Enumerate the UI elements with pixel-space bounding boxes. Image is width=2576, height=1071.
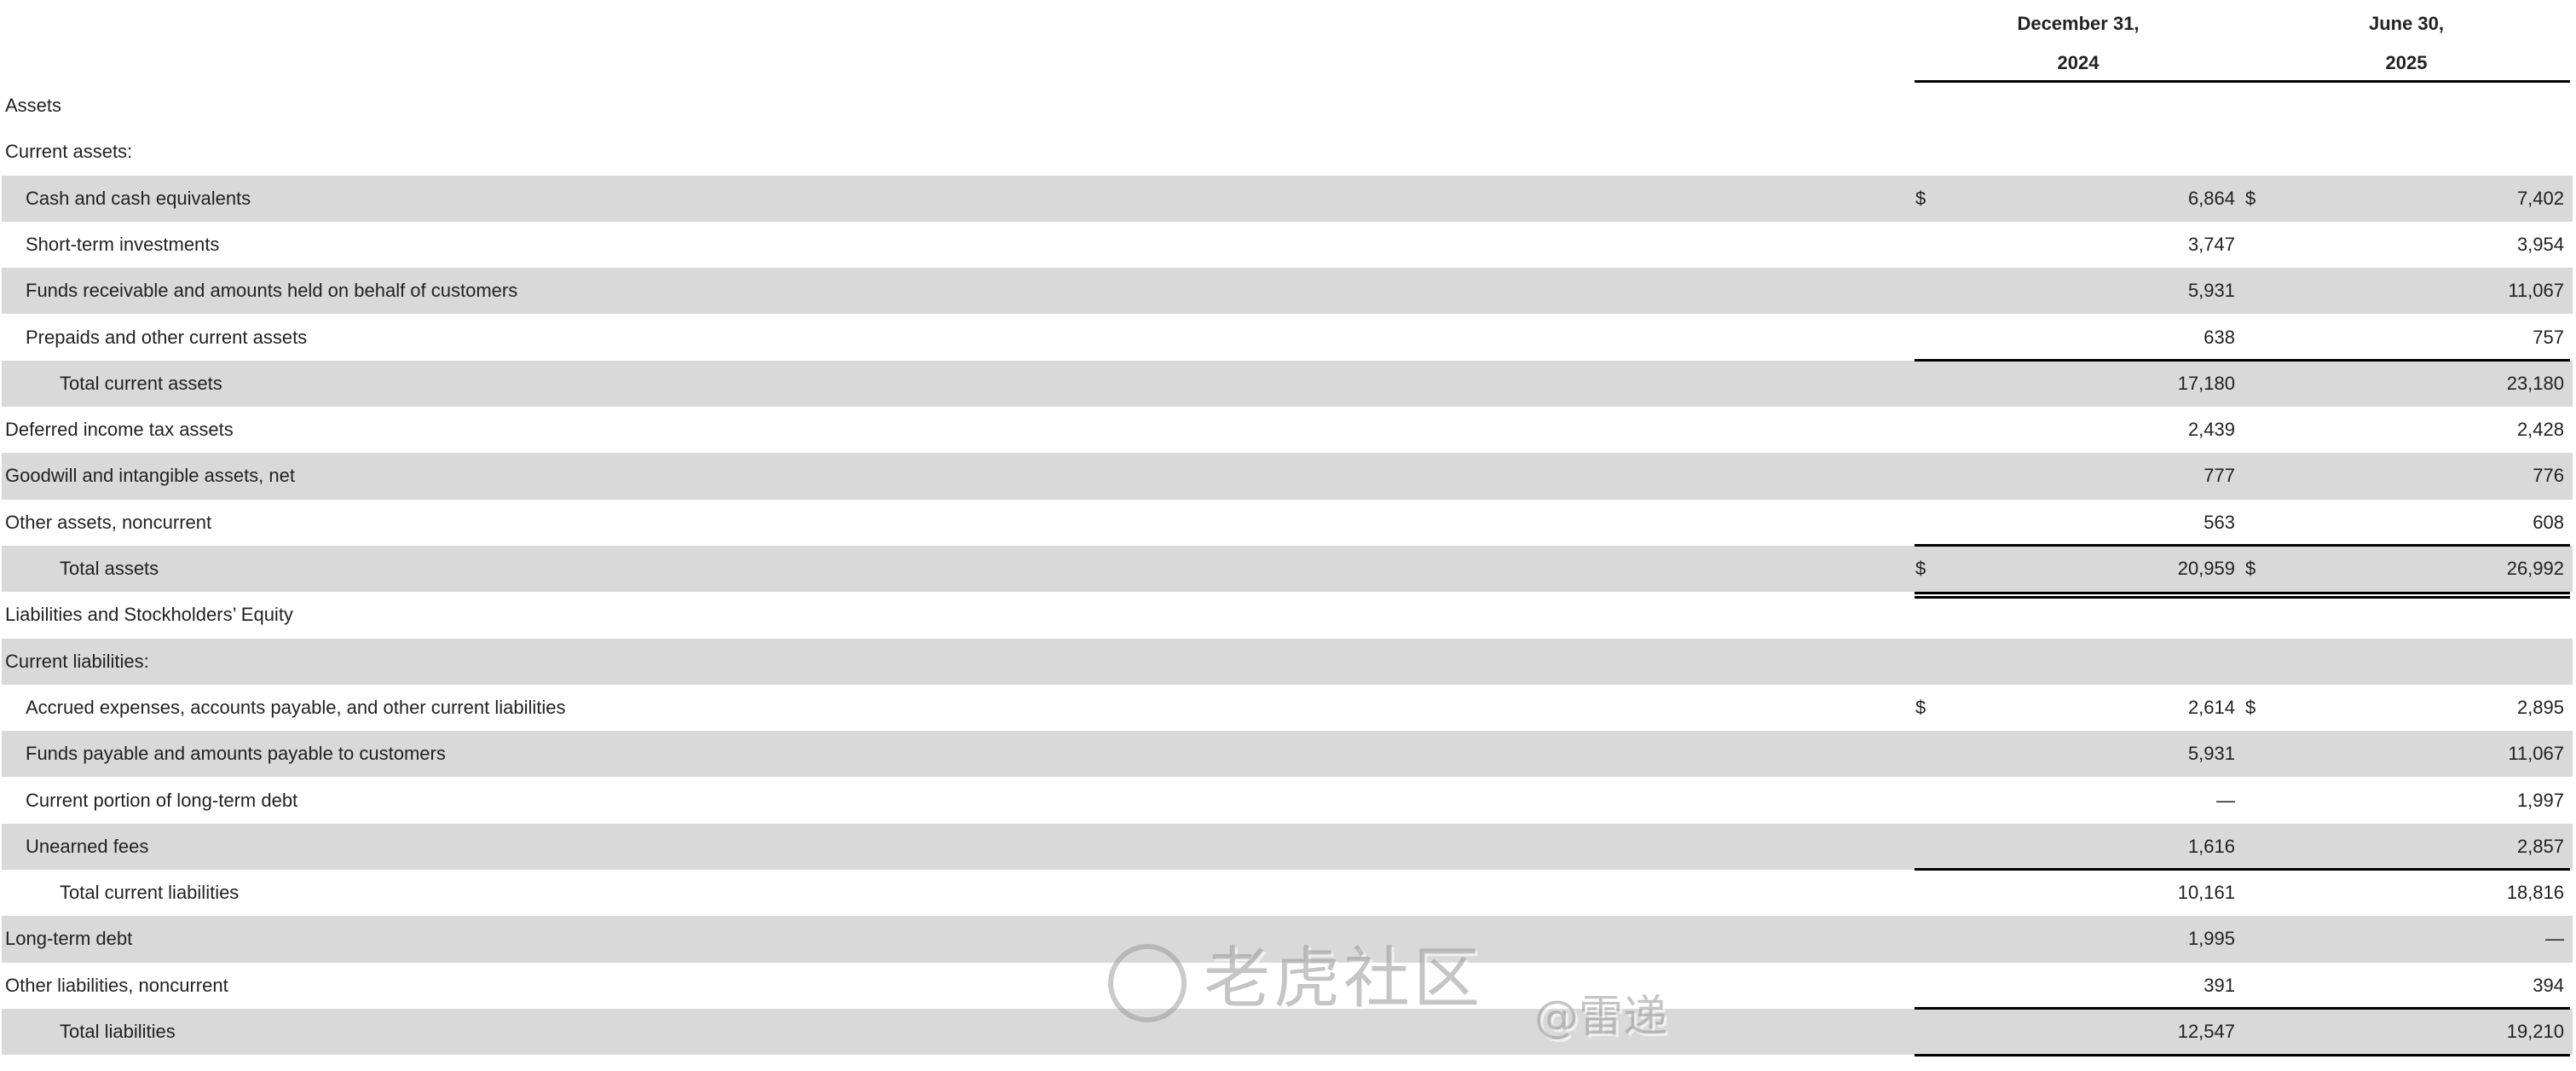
subtotal-rule <box>1915 868 2570 871</box>
currency-symbol: $ <box>1915 558 1926 579</box>
value-jun-2025: 757 <box>2533 326 2564 348</box>
subtotal-rule <box>1915 358 2570 362</box>
value-jun-2025: 19,210 <box>2506 1021 2564 1042</box>
value-dec-2024: 10,161 <box>2177 882 2235 904</box>
currency-symbol: $ <box>2245 187 2256 209</box>
table-row: Prepaids and other current assets 638 757 <box>2 315 2573 361</box>
tiger-logo-icon <box>1108 943 1187 1022</box>
currency-symbol: $ <box>1915 696 1926 718</box>
table-row: Deferred income tax assets 2,439 2,428 <box>2 407 2573 453</box>
value-jun-2025: 776 <box>2533 465 2564 487</box>
table-row: Total current liabilities 10,161 18,816 <box>2 868 2573 916</box>
row-label: Other assets, noncurrent <box>5 511 212 533</box>
value-dec-2024: 12,547 <box>2177 1021 2235 1042</box>
column-header-line2: 2024 <box>2057 52 2099 73</box>
value-jun-2025: 1,997 <box>2516 789 2564 811</box>
value-dec-2024: 391 <box>2203 974 2235 996</box>
value-dec-2024: 563 <box>2203 511 2235 533</box>
row-label: Liabilities and Stockholders’ Equity <box>5 604 293 626</box>
row-label: Cash and cash equivalents <box>26 187 251 209</box>
value-jun-2025: 2,895 <box>2516 696 2564 718</box>
table-row: Total assets $20,959 $26,992 <box>2 544 2573 599</box>
double-total-rule <box>1915 592 2570 599</box>
value-dec-2024: 5,931 <box>2187 743 2235 765</box>
value-jun-2025: 18,816 <box>2506 882 2564 904</box>
value-dec-2024: — <box>2216 789 2235 811</box>
row-label: Current portion of long-term debt <box>26 789 298 811</box>
value-dec-2024: 2,439 <box>2187 419 2235 441</box>
subtotal-rule <box>1915 1007 2570 1010</box>
table-row: Goodwill and intangible assets, net 777 77… <box>2 453 2573 500</box>
value-dec-2024: 3,747 <box>2187 233 2235 255</box>
value-dec-2024: 6,864 <box>2187 187 2235 209</box>
table-row: Current portion of long-term debt — 1,997 <box>2 778 2573 824</box>
table-row: Other liabilities, noncurrent 391 394 <box>2 963 2573 1009</box>
value-jun-2025: 2,428 <box>2516 419 2564 441</box>
table-row: Funds receivable and amounts held on beh… <box>2 268 2573 315</box>
value-jun-2025: 2,857 <box>2516 835 2564 857</box>
table-row: Current liabilities: <box>2 638 2573 685</box>
row-label: Funds payable and amounts payable to cus… <box>26 743 446 765</box>
row-label: Other liabilities, noncurrent <box>5 974 228 996</box>
row-label: Total assets <box>60 558 159 579</box>
value-jun-2025: 3,954 <box>2516 233 2564 255</box>
table-row: Long-term debt 1,995 — <box>2 916 2573 963</box>
row-label: Funds receivable and amounts held on beh… <box>26 280 518 302</box>
row-label: Total current liabilities <box>60 882 240 904</box>
table-row: Funds payable and amounts payable to cus… <box>2 731 2573 778</box>
row-label: Accrued expenses, accounts payable, and … <box>26 696 566 718</box>
row-label: Deferred income tax assets <box>5 419 234 441</box>
table-header: December 31, 2024 June 30, 2025 <box>0 0 2576 83</box>
value-dec-2024: 777 <box>2203 465 2235 487</box>
currency-symbol: $ <box>2245 558 2256 579</box>
currency-symbol: $ <box>2245 696 2256 718</box>
row-label: Long-term debt <box>5 928 133 950</box>
row-label: Total liabilities <box>60 1021 176 1042</box>
row-label: Assets <box>5 95 62 116</box>
subtotal-rule <box>1915 544 2570 547</box>
value-jun-2025: 26,992 <box>2506 558 2564 579</box>
value-dec-2024: 5,931 <box>2187 280 2235 302</box>
value-jun-2025: 11,067 <box>2508 743 2564 765</box>
table-row: Total liabilities 12,547 19,210 <box>2 1007 2573 1057</box>
table-row: Unearned fees 1,616 2,857 <box>2 823 2573 871</box>
column-header-line1: December 31, <box>2017 13 2140 34</box>
value-jun-2025: 608 <box>2533 511 2564 533</box>
table-row: Short-term investments 3,747 3,954 <box>2 222 2573 268</box>
row-label: Goodwill and intangible assets, net <box>5 465 295 487</box>
value-dec-2024: 17,180 <box>2177 372 2235 394</box>
row-label: Prepaids and other current assets <box>26 326 308 348</box>
currency-symbol: $ <box>1915 187 1926 209</box>
row-label: Total current assets <box>60 372 222 394</box>
table-row: Assets <box>2 83 2573 129</box>
value-dec-2024: 2,614 <box>2187 696 2235 718</box>
row-label: Current liabilities: <box>5 650 149 672</box>
value-dec-2024: 1,616 <box>2187 835 2235 857</box>
value-dec-2024: 20,959 <box>2177 558 2235 579</box>
value-jun-2025: — <box>2545 928 2564 950</box>
watermark-logo: 老虎社区 <box>1108 925 1483 1022</box>
row-label: Short-term investments <box>26 233 220 255</box>
value-jun-2025: 23,180 <box>2506 372 2564 394</box>
column-header-line1: June 30, <box>2368 13 2445 34</box>
table-row: Other assets, noncurrent 563 608 <box>2 500 2573 546</box>
row-label: Current assets: <box>5 141 133 163</box>
row-label: Unearned fees <box>26 835 149 857</box>
table-row: Cash and cash equivalents $6,864 $7,402 <box>2 175 2573 222</box>
table-row: Total current assets 17,180 23,180 <box>2 358 2573 408</box>
watermark-handle: @雷递 <box>1534 992 1668 1043</box>
value-dec-2024: 1,995 <box>2187 928 2235 950</box>
header-underline <box>1915 80 2570 83</box>
value-jun-2025: 11,067 <box>2508 280 2564 302</box>
table-row: Accrued expenses, accounts payable, and … <box>2 685 2573 731</box>
watermark-text: 老虎社区 <box>1204 941 1484 1017</box>
column-header-line2: 2025 <box>2385 52 2428 73</box>
value-jun-2025: 394 <box>2533 974 2564 996</box>
total-rule <box>1915 1054 2570 1057</box>
value-dec-2024: 638 <box>2203 326 2235 348</box>
table-row: Liabilities and Stockholders’ Equity <box>2 592 2573 638</box>
table-row: Current assets: <box>2 129 2573 175</box>
value-jun-2025: 7,402 <box>2516 187 2564 209</box>
